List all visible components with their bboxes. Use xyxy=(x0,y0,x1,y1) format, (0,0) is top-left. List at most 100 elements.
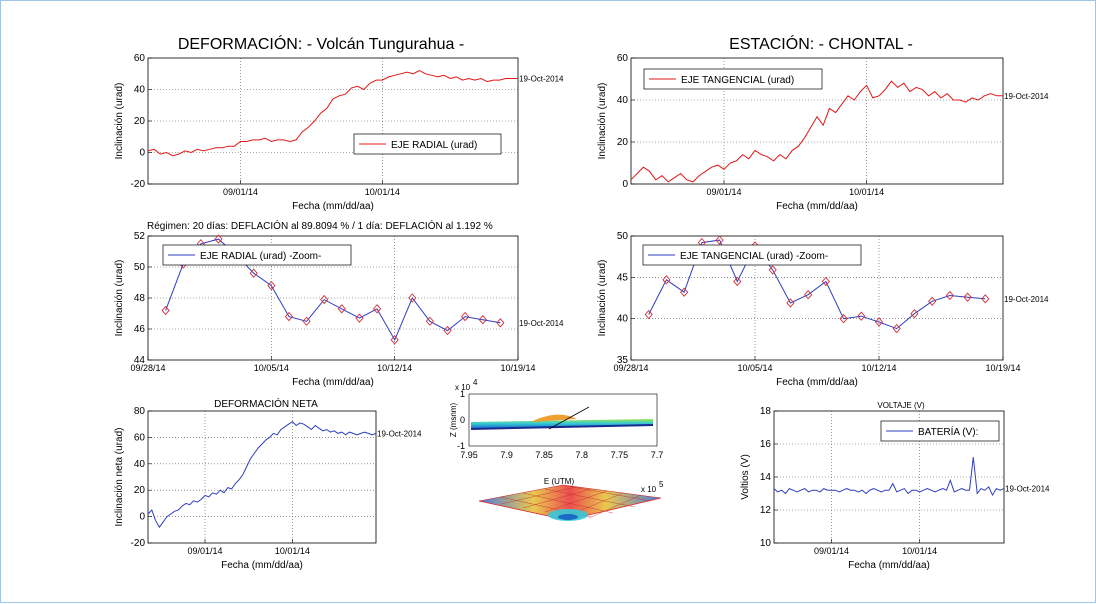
tangencial-zoom-ytick-label: 35 xyxy=(617,355,629,366)
radial-zoom-legend-box xyxy=(162,244,352,266)
radial-zoom-marker xyxy=(337,304,346,314)
radial-ytick-label: 40 xyxy=(134,85,146,96)
tangencial-zoom-marker xyxy=(892,323,901,334)
voltaje-ylabel: Voltios (V) xyxy=(740,454,751,500)
tangencial-zoom-marker xyxy=(644,309,653,320)
tangencial-ytick-label: 20 xyxy=(617,137,629,148)
radial-zoom-marker xyxy=(320,294,329,305)
voltaje-legend-box xyxy=(880,420,1000,442)
neta-ytick-label: 40 xyxy=(134,459,146,470)
voltaje-end-label: 19-Oct-2014 xyxy=(1005,485,1050,494)
neta-xtick-label: 10/01/14 xyxy=(275,546,310,556)
tangencial-zoom-marker xyxy=(733,276,742,287)
neta-ylabel: Inclinación neta (urad) xyxy=(114,428,125,527)
chart-tangencial-zoom: 35 40 45 50 09/28/14 10/05/14 10/12/14 10/19/14… xyxy=(597,231,1049,388)
model3d-x-exponent-power: 5 xyxy=(659,480,664,489)
radial-zoom-marker xyxy=(214,234,223,244)
model3d-mesh xyxy=(478,484,662,521)
voltaje-xlabel: Fecha (mm/dd/aa) xyxy=(848,560,930,571)
radial-zoom-marker xyxy=(249,268,258,278)
tangencial-series-line xyxy=(630,80,1003,183)
radial-zoom-legend-label: EJE RADIAL (urad) -Zoom- xyxy=(200,251,321,262)
radial-zoom-ytick-label: 46 xyxy=(134,324,146,335)
radial-zoom-marker xyxy=(408,293,417,303)
radial-zoom-marker xyxy=(267,280,276,291)
neta-xlabel: Fecha (mm/dd/aa) xyxy=(221,560,303,571)
model3d-xtick-label: 7.9 xyxy=(500,450,513,460)
model3d-base xyxy=(471,424,653,430)
neta-ytick-label: 20 xyxy=(134,485,146,496)
tangencial-zoom-ytick-label: 50 xyxy=(617,231,629,242)
radial-zoom-xlabel: Fecha (mm/dd/aa) xyxy=(292,377,374,388)
main-title-right: ESTACIÓN: - CHONTAL - xyxy=(729,34,913,53)
model3d-xtick-label: 7.7 xyxy=(651,450,664,460)
tangencial-xtick-label: 09/01/14 xyxy=(706,187,741,197)
tangencial-zoom-marker xyxy=(857,311,866,321)
radial-xtick-label: 09/01/14 xyxy=(223,187,258,197)
tangencial-zoom-marker xyxy=(910,309,919,319)
radial-xtick-label: 10/01/14 xyxy=(365,187,400,197)
model3d-ylabel: Z (msnm) xyxy=(449,403,458,438)
tangencial-legend-label: EJE TANGENCIAL (urad) xyxy=(681,75,794,86)
tangencial-xtick-label: 10/01/14 xyxy=(849,187,884,197)
chart-radial-zoom: 44 46 48 50 52 09/28/14 10/05/14 10/12/14 10/19/… xyxy=(114,231,564,388)
radial-legend-label: EJE RADIAL (urad) xyxy=(391,140,477,151)
radial-zoom-ylabel: Inclinación (urad) xyxy=(114,260,125,337)
voltaje-legend-label: BATERÍA (V): xyxy=(918,425,978,438)
model3d-ytick-label: 0 xyxy=(460,415,465,425)
radial-zoom-xtick-label: 10/05/14 xyxy=(254,363,289,373)
tangencial-zoom-marker xyxy=(981,294,990,304)
radial-ylabel: Inclinación (urad) xyxy=(114,83,125,160)
radial-axes-box xyxy=(147,57,519,185)
voltaje-ytick-label: 12 xyxy=(760,505,772,516)
radial-end-label: 19-Oct-2014 xyxy=(519,74,564,83)
radial-zoom-xtick-label: 10/19/14 xyxy=(500,363,535,373)
tangencial-zoom-marker xyxy=(945,290,954,301)
radial-zoom-marker xyxy=(425,316,435,326)
tangencial-zoom-marker xyxy=(821,276,830,287)
model3d-ytick-label: 1 xyxy=(460,389,465,399)
neta-title: DEFORMACIÓN NETA xyxy=(214,397,318,410)
radial-zoom-marker xyxy=(443,325,452,336)
tangencial-xlabel: Fecha (mm/dd/aa) xyxy=(776,201,858,212)
tangencial-zoom-end-label: 19-Oct-2014 xyxy=(1004,295,1049,304)
chart-voltaje: 10 12 14 16 18 09/01/14 10/01/14 19-Oct-2014 Fec… xyxy=(740,406,1050,571)
radial-ytick-label: -20 xyxy=(131,179,146,190)
radial-zoom-xtick-label: 10/12/14 xyxy=(377,363,412,373)
radial-zoom-marker xyxy=(372,304,382,314)
tangencial-zoom-xtick-label: 10/12/14 xyxy=(861,363,896,373)
voltaje-ytick-label: 16 xyxy=(760,439,772,450)
radial-zoom-marker xyxy=(302,316,311,326)
radial-zoom-xtick-label: 09/28/14 xyxy=(130,363,165,373)
neta-ytick-label: 60 xyxy=(134,432,146,443)
radial-zoom-ytick-label: 44 xyxy=(134,355,146,366)
radial-zoom-marker xyxy=(161,305,170,316)
model3d-peak xyxy=(531,414,577,422)
neta-ytick-label: -20 xyxy=(131,538,146,549)
tangencial-zoom-marker xyxy=(839,313,848,324)
voltaje-xtick-label: 10/01/14 xyxy=(902,546,937,556)
radial-zoom-marker xyxy=(478,315,487,325)
neta-series-line xyxy=(147,420,377,529)
tangencial-zoom-marker xyxy=(662,275,671,285)
voltaje-ytick-label: 18 xyxy=(760,406,772,417)
model3d-xtick-label: 7.75 xyxy=(611,450,629,460)
neta-ytick-label: 80 xyxy=(134,406,146,417)
voltaje-series-line xyxy=(773,457,1005,497)
voltaje-ytick-label: 10 xyxy=(760,538,772,549)
tangencial-zoom-marker xyxy=(680,287,689,297)
tangencial-end-label: 19-Oct-2014 xyxy=(1004,92,1049,101)
tangencial-ytick-label: 0 xyxy=(622,179,628,190)
tangencial-zoom-ytick-label: 45 xyxy=(617,272,629,283)
tangencial-zoom-marker xyxy=(715,235,724,245)
voltaje-xtick-label: 09/01/14 xyxy=(814,546,849,556)
radial-ytick-label: 60 xyxy=(134,53,146,64)
main-title-left: DEFORMACIÓN: - Volcán Tungurahua - xyxy=(178,34,464,53)
radial-ytick-label: 0 xyxy=(139,148,145,159)
chart-radial: -20 0 20 40 60 09/01/14 10/01/14 19-Oct-2014 Fec… xyxy=(114,53,564,212)
radial-zoom-series-line xyxy=(165,238,501,342)
radial-zoom-marker xyxy=(496,318,505,328)
regimen-text: Régimen: 20 días: DEFLACIÓN al 89.8094 %… xyxy=(147,219,493,232)
model3d-xtick-label: 7.8 xyxy=(576,450,589,460)
